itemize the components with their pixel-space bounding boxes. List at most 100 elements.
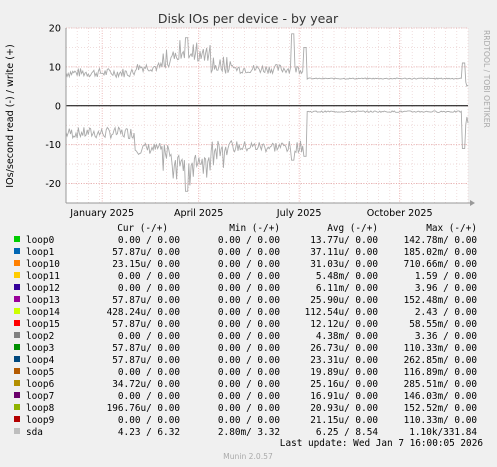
legend-swatch: [14, 260, 20, 266]
legend-name: loop10: [26, 259, 60, 270]
legend-min: 2.80m/ 3.32: [218, 427, 280, 438]
legend-swatch: [14, 284, 20, 290]
legend-cur: 0.00 / 0.00: [118, 415, 180, 426]
legend-cur: 57.87u/ 0.00: [112, 355, 180, 366]
legend-swatch: [14, 392, 20, 398]
legend-max: 285.51m/ 0.00: [404, 379, 478, 390]
legend-cur: 0.00 / 0.00: [118, 367, 180, 378]
legend-min: 0.00 / 0.00: [218, 307, 280, 318]
legend-swatch: [14, 236, 20, 242]
legend-min: 0.00 / 0.00: [218, 331, 280, 342]
legend-row-loop3: loop3 57.87u/ 0.00 0.00 / 0.00 26.73u/ 0.00…: [14, 343, 477, 354]
legend-row-loop14: loop14 428.24u/ 0.00 0.00 / 0.00 112.54u/ 0…: [14, 307, 477, 318]
legend-max: 146.03m/ 0.00: [404, 391, 478, 402]
legend-row-loop4: loop4 57.87u/ 0.00 0.00 / 0.00 23.31u/ 0.00…: [14, 355, 477, 366]
legend-min: 0.00 / 0.00: [218, 391, 280, 402]
legend-cur: 0.00 / 0.00: [118, 235, 180, 246]
legend-row-loop12: loop12 0.00 / 0.00 0.00 / 0.00 6.11m/ 0.00 3…: [14, 283, 477, 294]
x-tick-label: January 2025: [69, 208, 134, 219]
legend-max: 110.33m/ 0.00: [404, 415, 478, 426]
legend-avg: 25.90u/ 0.00: [310, 295, 378, 306]
legend-swatch: [14, 308, 20, 314]
legend-swatch: [14, 320, 20, 326]
legend-max: 152.48m/ 0.00: [404, 295, 478, 306]
legend-avg: 12.12u/ 0.00: [310, 319, 378, 330]
munin-version: Munin 2.0.57: [223, 452, 273, 461]
x-tick-label: July 2025: [276, 208, 322, 219]
legend-name: loop13: [26, 295, 60, 306]
legend-name: loop3: [26, 343, 54, 354]
legend-cur: 57.87u/ 0.00: [112, 343, 180, 354]
legend-avg: 4.38m/ 0.00: [316, 331, 378, 342]
legend-header-max: Max (-/+): [426, 223, 477, 234]
legend-row-loop10: loop10 23.15u/ 0.00 0.00 / 0.00 31.03u/ 0.0…: [14, 259, 477, 270]
legend-avg: 13.77u/ 0.00: [310, 235, 378, 246]
legend-name: loop15: [26, 319, 60, 330]
legend-cur: 57.87u/ 0.00: [112, 295, 180, 306]
legend-name: loop4: [26, 355, 55, 366]
legend-name: loop12: [26, 283, 60, 294]
legend-min: 0.00 / 0.00: [218, 295, 280, 306]
legend-max: 58.55m/ 0.00: [409, 319, 477, 330]
legend-name: sda: [26, 427, 43, 438]
legend-swatch: [14, 368, 20, 374]
x-axis-arrow: [470, 200, 475, 206]
legend-row-loop5: loop5 0.00 / 0.00 0.00 / 0.00 19.89u/ 0.00 1…: [14, 367, 477, 378]
x-ticks: January 2025 April 2025 July 2025 October 2…: [69, 208, 432, 219]
legend-swatch: [14, 380, 20, 386]
legend-name: loop6: [26, 379, 55, 390]
legend-name: loop1: [26, 247, 55, 258]
legend-avg: 16.91u/ 0.00: [310, 391, 378, 402]
legend-min: 0.00 / 0.00: [218, 415, 280, 426]
legend-min: 0.00 / 0.00: [218, 271, 280, 282]
legend-avg: 6.25 / 8.54: [316, 427, 378, 438]
legend-name: loop0: [26, 235, 55, 246]
legend-name: loop8: [26, 403, 55, 414]
legend-avg: 5.48m/ 0.00: [316, 271, 378, 282]
legend-row-loop7: loop7 0.00 / 0.00 0.00 / 0.00 16.91u/ 0.00 1…: [14, 391, 477, 402]
legend-row-loop2: loop2 0.00 / 0.00 0.00 / 0.00 4.38m/ 0.00 3.…: [14, 331, 477, 342]
legend-name: loop14: [26, 307, 60, 318]
legend-max: 110.33m/ 0.00: [404, 343, 478, 354]
legend-cur: 196.76u/ 0.00: [107, 403, 181, 414]
legend-header-avg: Avg (-/+): [327, 223, 378, 234]
legend-min: 0.00 / 0.00: [218, 319, 280, 330]
y-axis-label: IOs/second read (-) / write (+): [5, 44, 16, 188]
legend-avg: 112.54u/ 0.00: [305, 307, 379, 318]
legend-swatch: [14, 296, 20, 302]
legend-min: 0.00 / 0.00: [218, 367, 280, 378]
last-update: Last update: Wed Jan 7 16:00:05 2026: [280, 438, 484, 449]
legend-min: 0.00 / 0.00: [218, 355, 280, 366]
legend-swatch: [14, 356, 20, 362]
legend-cur: 0.00 / 0.00: [118, 391, 180, 402]
legend-cur: 4.23 / 6.32: [118, 427, 180, 438]
legend-row-sda: sda 4.23 / 6.32 2.80m/ 3.32 6.25 / 8.54 1.10…: [14, 427, 477, 438]
legend-min: 0.00 / 0.00: [218, 403, 280, 414]
legend-cur: 34.72u/ 0.00: [112, 379, 180, 390]
legend-swatch: [14, 332, 20, 338]
legend-cur: 57.87u/ 0.00: [112, 247, 180, 258]
rrdtool-credit: RRDTOOL / TOBI OETIKER: [482, 30, 491, 129]
y-ticks: 20 10 0 -10 -20: [45, 24, 61, 191]
legend-cur: 428.24u/ 0.00: [107, 307, 181, 318]
y-tick-label: 0: [55, 101, 61, 112]
legend-min: 0.00 / 0.00: [218, 343, 280, 354]
legend-name: loop5: [26, 367, 54, 378]
legend-row-loop0: loop0 0.00 / 0.00 0.00 / 0.00 13.77u/ 0.00 1…: [14, 235, 477, 246]
legend-cur: 23.15u/ 0.00: [112, 259, 180, 270]
legend-max: 3.96 / 0.00: [415, 283, 477, 294]
y-tick-label: -20: [45, 179, 61, 190]
legend-min: 0.00 / 0.00: [218, 283, 280, 294]
legend-cur: 0.00 / 0.00: [118, 271, 180, 282]
legend-max: 142.78m/ 0.00: [404, 235, 478, 246]
legend-max: 710.66m/ 0.00: [404, 259, 478, 270]
y-tick-label: 10: [49, 62, 61, 73]
legend-row-loop8: loop8 196.76u/ 0.00 0.00 / 0.00 20.93u/ 0.0…: [14, 403, 477, 414]
legend-max: 2.43 / 0.00: [415, 307, 477, 318]
legend-row-loop11: loop11 0.00 / 0.00 0.00 / 0.00 5.48m/ 0.00 1…: [14, 271, 477, 282]
legend-avg: 21.15u/ 0.00: [310, 415, 378, 426]
legend-row-loop9: loop9 0.00 / 0.00 0.00 / 0.00 21.15u/ 0.00 1…: [14, 415, 477, 426]
legend-swatch: [14, 428, 20, 434]
legend-swatch: [14, 416, 20, 422]
